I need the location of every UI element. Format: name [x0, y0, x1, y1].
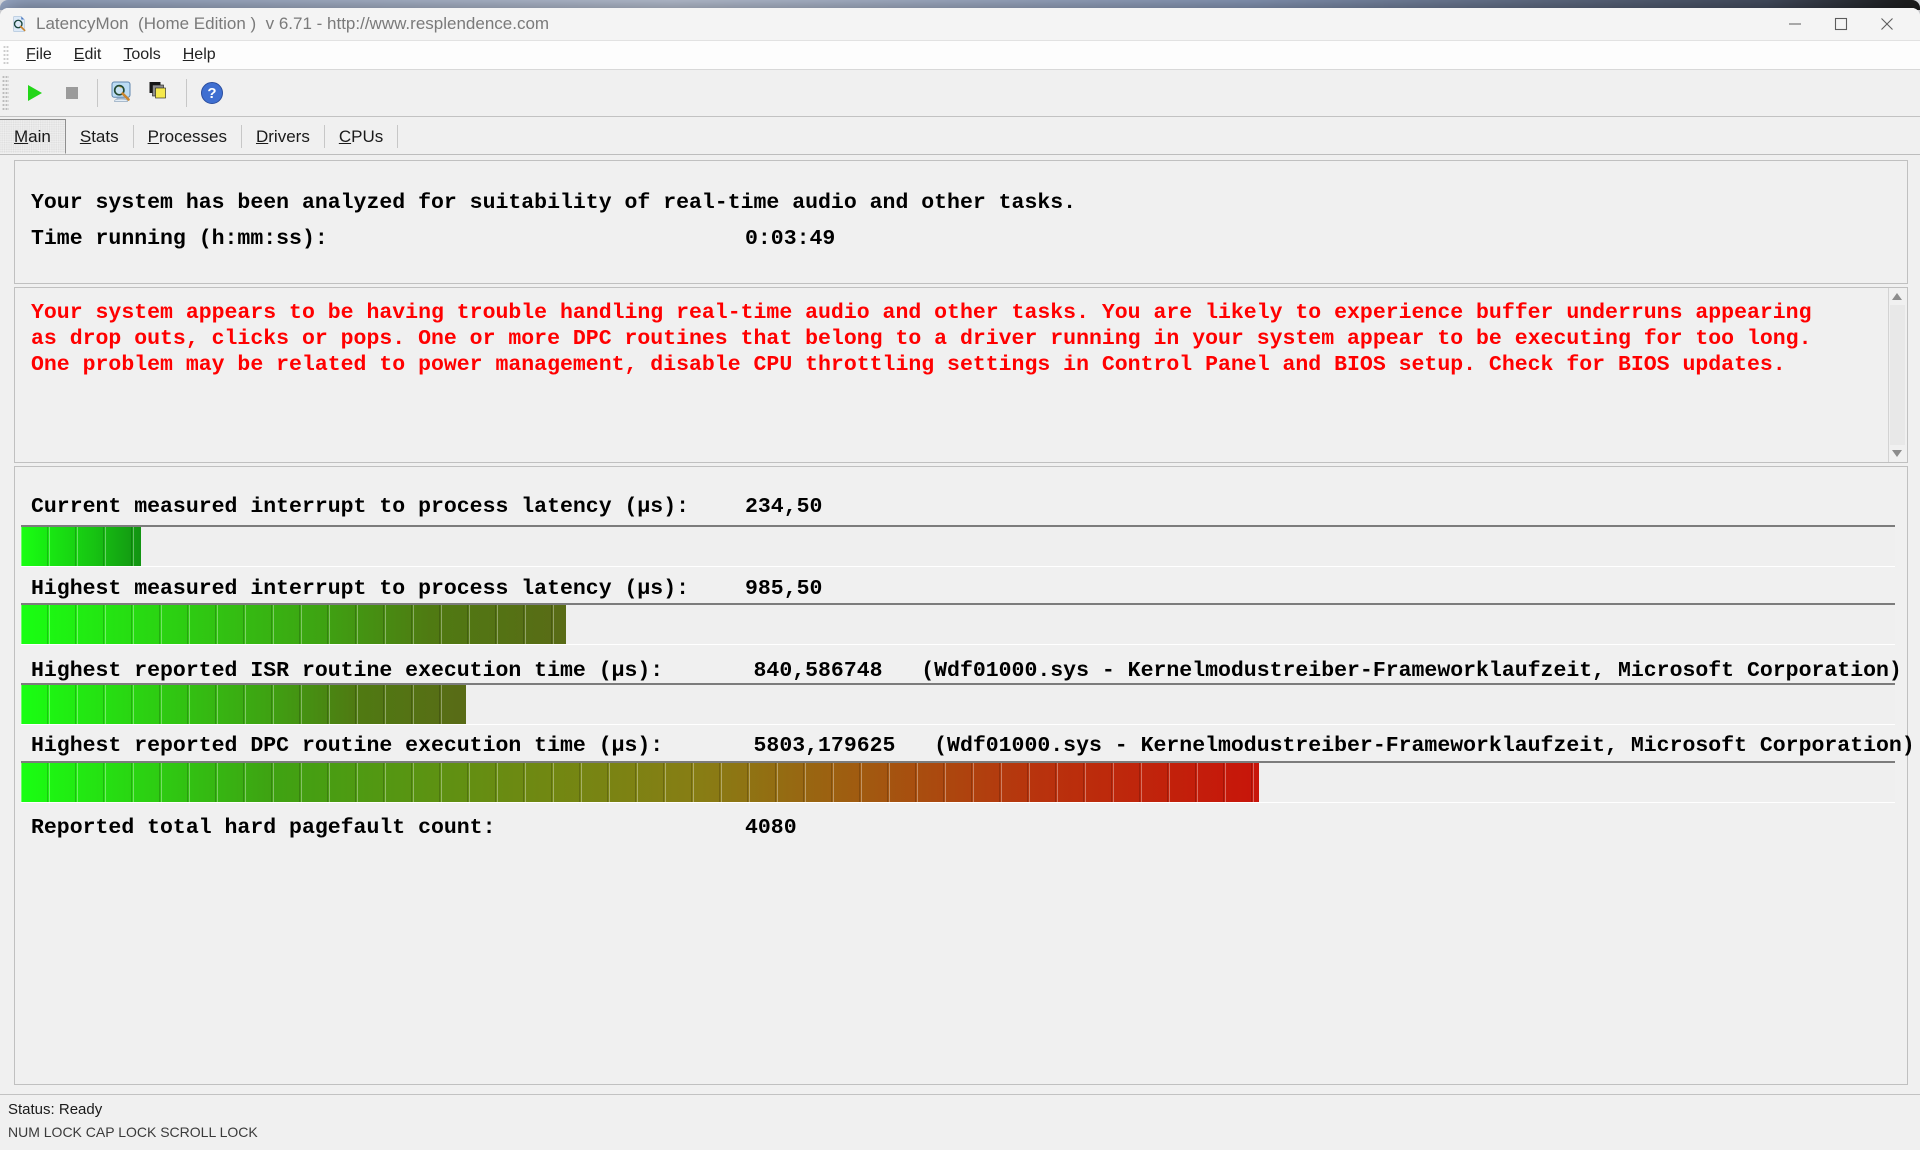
svg-text:?: ?	[207, 85, 216, 102]
